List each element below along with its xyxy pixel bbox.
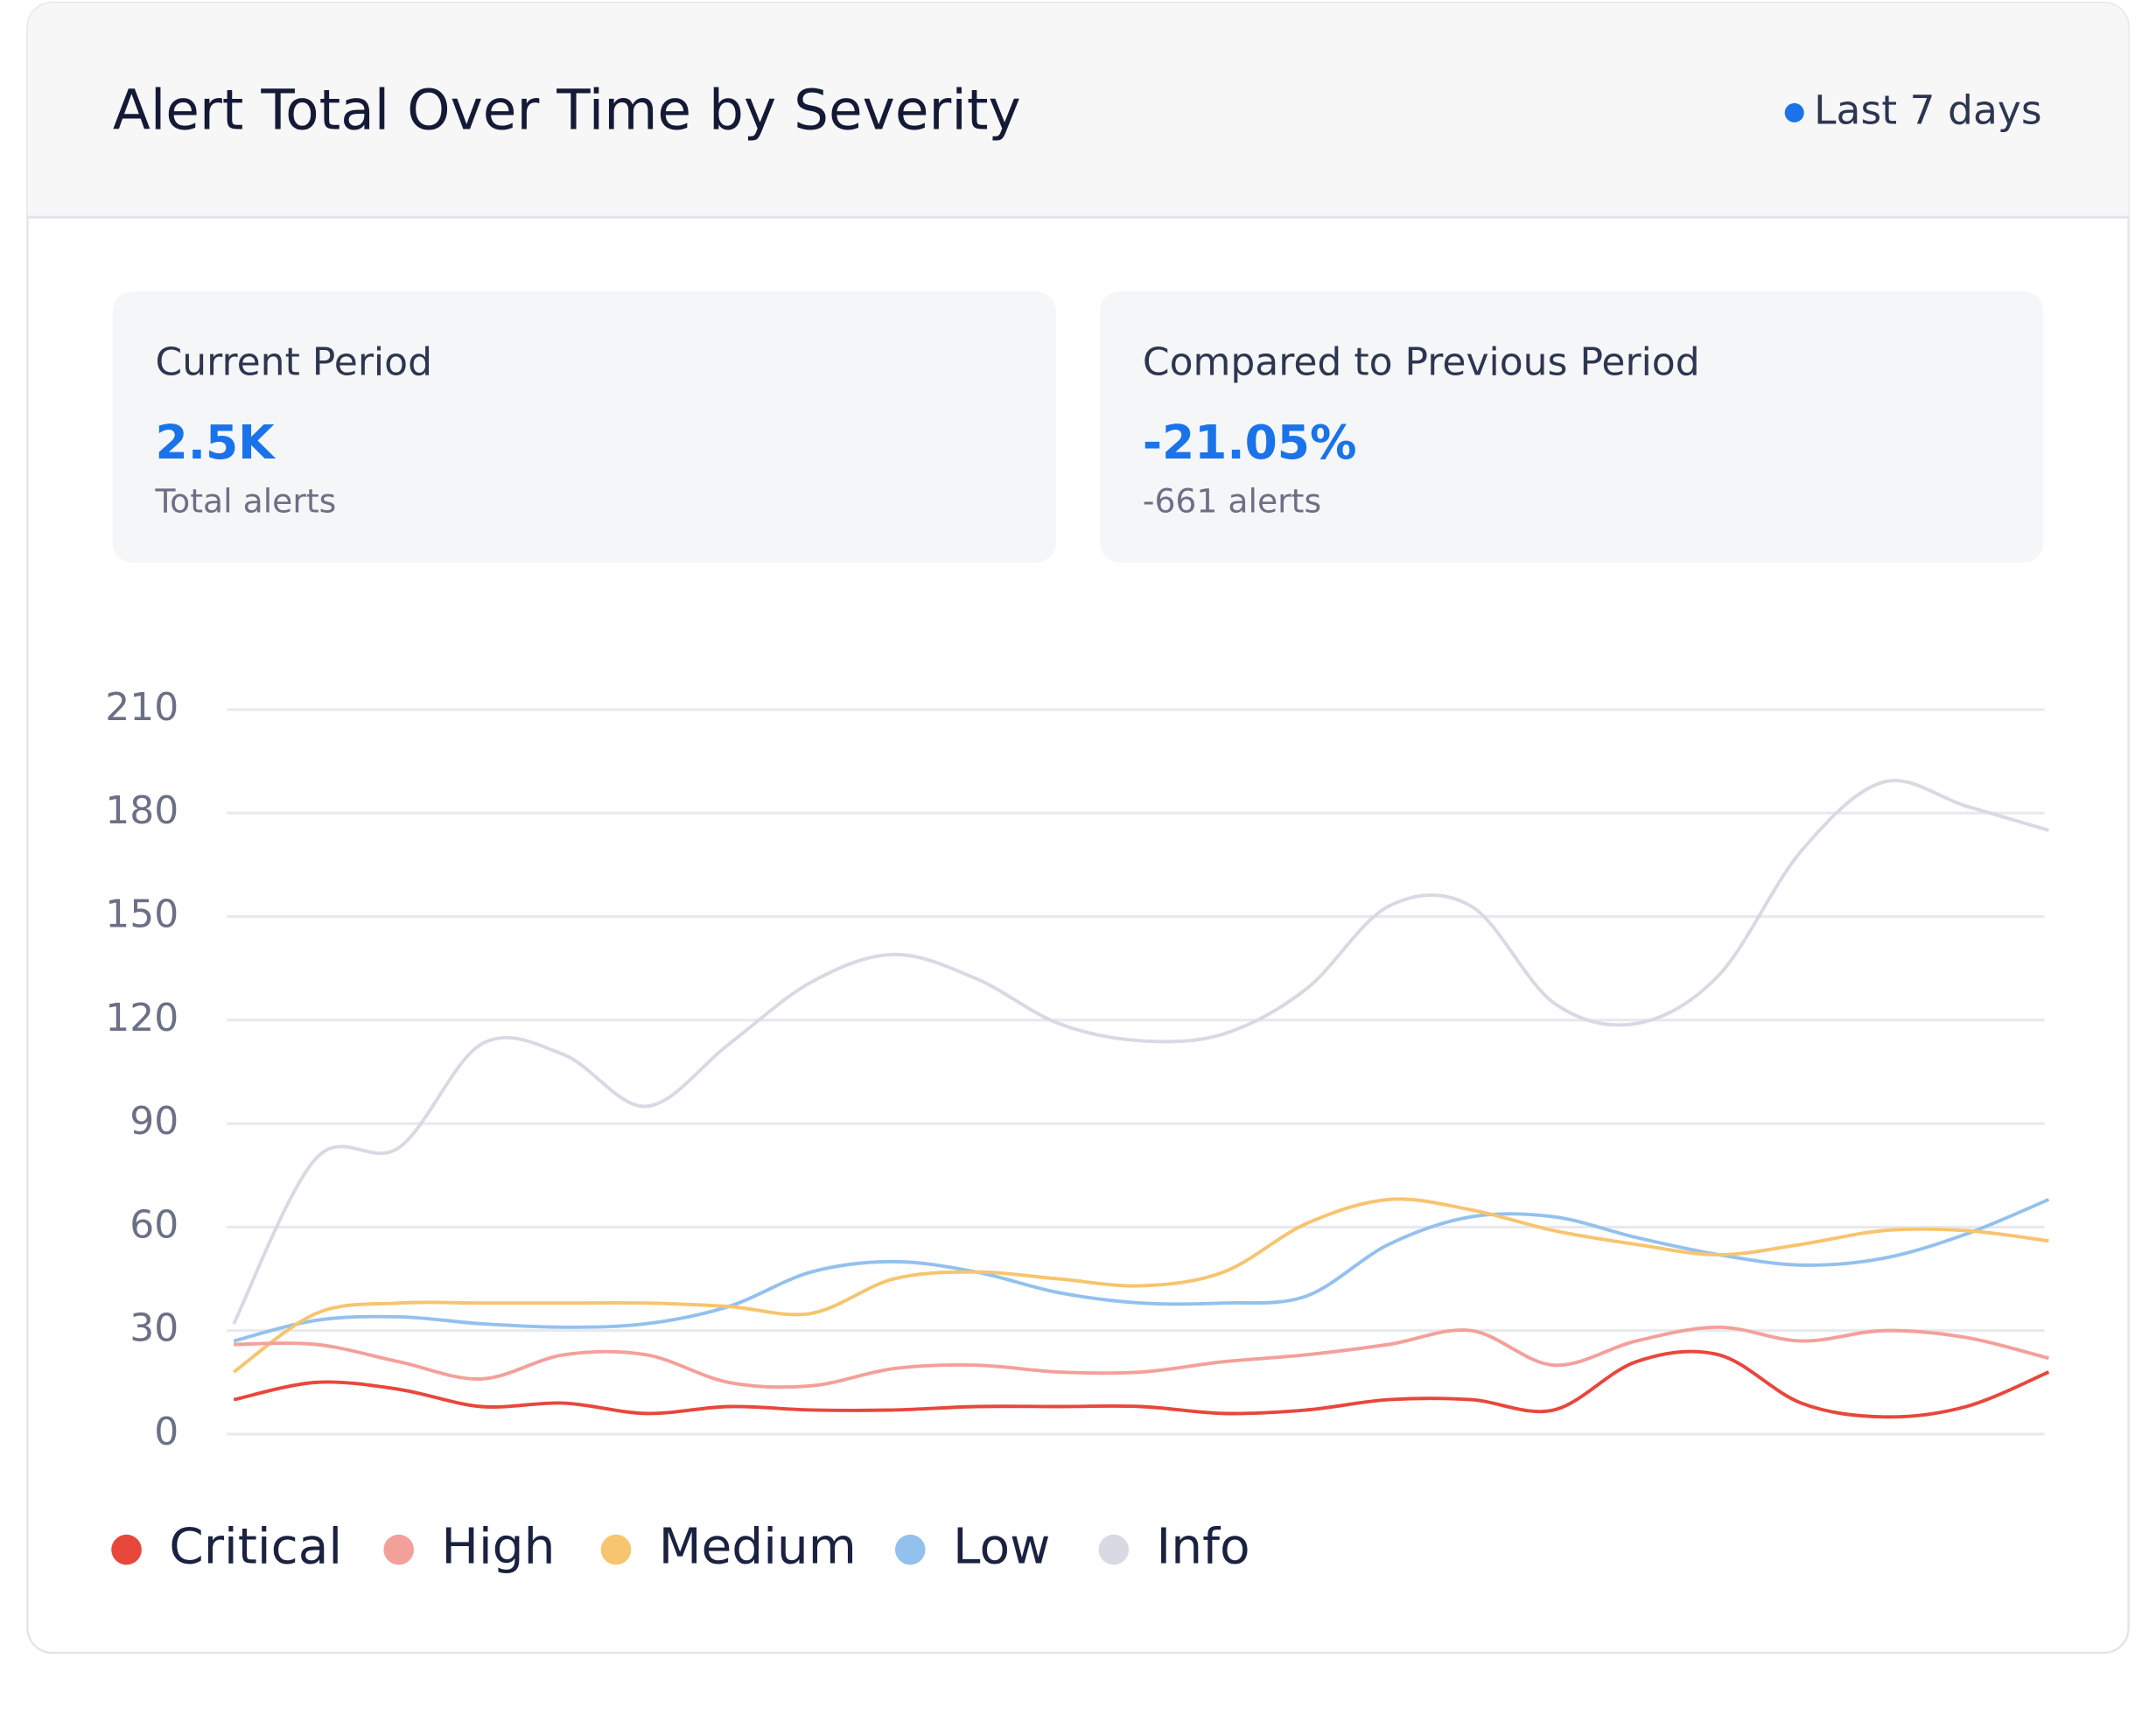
- stat-card: [112, 291, 1056, 563]
- series-line: [233, 1197, 2049, 1374]
- legend-label: Low: [953, 1518, 1050, 1576]
- period-filter[interactable]: Last 7 days: [1814, 87, 2041, 133]
- legend-label: Critical: [169, 1518, 342, 1576]
- y-tick-label: 30: [130, 1306, 178, 1351]
- legend-label: Info: [1157, 1518, 1250, 1576]
- legend-swatch: [111, 1534, 142, 1565]
- period-dot: [1784, 102, 1804, 122]
- legend-swatch: [1098, 1534, 1130, 1565]
- y-tick-label: 0: [154, 1410, 178, 1454]
- series-line: [233, 1349, 2050, 1419]
- y-tick-label: 90: [130, 1099, 178, 1144]
- y-tick-label: 60: [130, 1202, 178, 1247]
- stat-label: Current Period: [156, 340, 432, 384]
- stat-label: Compared to Previous Period: [1143, 340, 1700, 384]
- series-line: [232, 779, 2049, 1325]
- stat-note: Total alerts: [155, 482, 337, 521]
- series-line: [233, 1198, 2050, 1343]
- legend-label: Medium: [659, 1518, 857, 1576]
- stat-note: -661 alerts: [1143, 482, 1321, 521]
- stat-value: -21.05%: [1143, 415, 1357, 470]
- legend-swatch: [895, 1534, 926, 1565]
- y-tick-label: 150: [105, 892, 178, 937]
- y-tick-label: 180: [105, 788, 178, 833]
- legend-swatch: [600, 1534, 632, 1565]
- stat-value: 2.5K: [156, 415, 276, 470]
- stat-card: [1100, 291, 2044, 563]
- title: Alert Total Over Time by Severity: [113, 79, 1021, 143]
- legend-label: High: [441, 1518, 555, 1576]
- y-tick-label: 210: [105, 685, 178, 730]
- series-line: [234, 1325, 2049, 1390]
- card-header: [27, 3, 2129, 218]
- y-tick-label: 120: [105, 996, 178, 1040]
- legend-swatch: [383, 1534, 414, 1565]
